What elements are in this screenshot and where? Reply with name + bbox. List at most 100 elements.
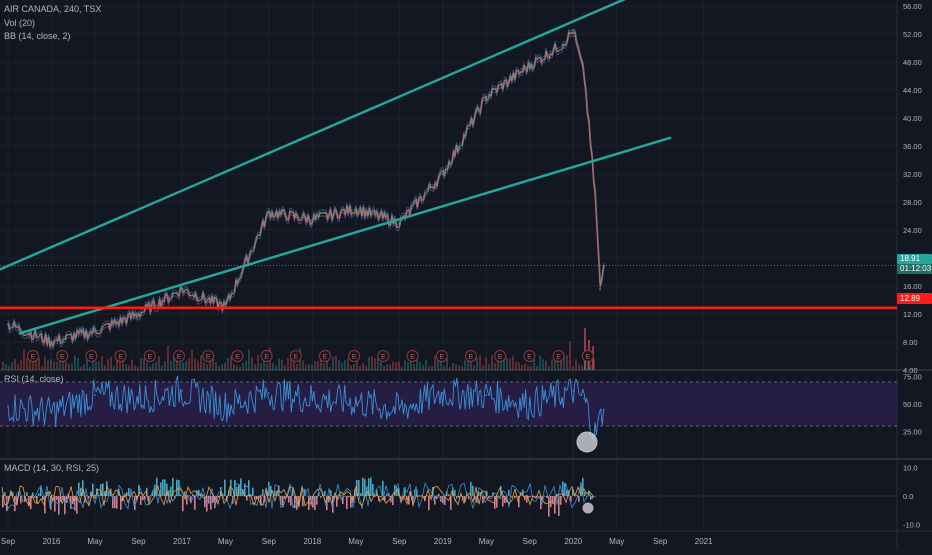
macd-histogram-bar — [578, 496, 580, 502]
volume-bar — [113, 366, 115, 370]
earnings-marker[interactable]: E — [523, 350, 536, 362]
macd-histogram-bar — [38, 493, 40, 496]
earnings-marker[interactable]: E — [465, 350, 477, 362]
earnings-marker[interactable]: E — [260, 350, 273, 362]
earnings-circle[interactable] — [85, 350, 98, 362]
earnings-marker[interactable]: E — [231, 350, 244, 362]
volume-bar — [197, 360, 199, 370]
upper-trendline[interactable] — [0, 0, 649, 271]
volume-bar — [17, 364, 19, 370]
earnings-circle[interactable] — [552, 350, 565, 362]
earnings-circle[interactable] — [435, 350, 448, 362]
macd-histogram-bar — [270, 485, 272, 496]
macd-histogram-bar — [282, 496, 284, 508]
volume-legend[interactable]: Vol (20) — [4, 18, 36, 28]
volume-bar — [500, 358, 502, 370]
earnings-marker[interactable]: E — [27, 350, 39, 362]
macd-histogram-bar — [148, 496, 150, 502]
earnings-marker[interactable]: E — [319, 350, 331, 362]
price-line[interactable] — [7, 30, 605, 349]
time-axis-label: 2021 — [695, 537, 713, 546]
earnings-circle[interactable] — [289, 350, 302, 362]
bollinger-legend[interactable]: BB (14, close, 2) — [4, 31, 71, 41]
price-series[interactable] — [7, 28, 605, 351]
volume-bar — [143, 358, 145, 370]
earnings-circle[interactable] — [27, 350, 39, 362]
macd-histogram-bar — [582, 477, 584, 496]
volume-bar — [230, 356, 232, 370]
earnings-marker[interactable]: E — [348, 350, 361, 362]
macd-highlight-circle[interactable] — [582, 502, 594, 514]
earnings-marker[interactable]: E — [494, 350, 507, 362]
earnings-circle[interactable] — [494, 350, 507, 362]
earnings-circle[interactable] — [114, 350, 127, 362]
earnings-circle[interactable] — [319, 350, 331, 362]
volume-bar — [248, 349, 250, 370]
macd-histogram-bar — [88, 496, 90, 499]
rsi-highlight-circle[interactable] — [576, 431, 598, 453]
earnings-circle[interactable] — [523, 350, 536, 362]
earnings-circle[interactable] — [143, 350, 156, 362]
earnings-marker[interactable]: E — [85, 350, 98, 362]
earnings-marker[interactable]: E — [114, 350, 127, 362]
earnings-marker[interactable]: E — [435, 350, 448, 362]
rsi-line[interactable] — [7, 375, 605, 442]
macd-line[interactable] — [1, 482, 594, 510]
macd-histogram-bar — [408, 496, 410, 505]
rsi-pane[interactable] — [0, 375, 897, 453]
macd-pane[interactable] — [0, 477, 897, 517]
earnings-circle[interactable] — [348, 350, 361, 362]
time-axis-label: 2016 — [43, 537, 61, 546]
volume-bar — [440, 359, 442, 370]
macd-histogram-bar — [554, 496, 556, 514]
earnings-circle[interactable] — [581, 350, 594, 362]
macd-histogram-bar — [210, 496, 212, 510]
macd-histogram-bar — [368, 478, 370, 496]
lower-trendline[interactable] — [18, 136, 672, 335]
macd-signal-line[interactable] — [1, 484, 594, 508]
earnings-marker[interactable]: E — [173, 350, 185, 362]
volume-bar — [203, 362, 205, 370]
earnings-circle[interactable] — [173, 350, 185, 362]
rsi-legend[interactable]: RSI (14, close) — [4, 374, 64, 384]
volume-bar — [140, 358, 142, 370]
volume-bar — [518, 362, 520, 370]
drawings[interactable] — [0, 0, 897, 335]
earnings-circle[interactable] — [202, 350, 215, 362]
macd-histogram-bar — [40, 487, 42, 496]
earnings-circle[interactable] — [231, 350, 244, 362]
earnings-marker[interactable]: E — [289, 350, 302, 362]
earnings-circle[interactable] — [406, 350, 419, 362]
earnings-marker[interactable]: E — [56, 350, 69, 362]
earnings-label: E — [206, 354, 211, 361]
macd-histogram-bar — [30, 496, 32, 510]
macd-histogram-bar — [404, 487, 406, 496]
macd-legend[interactable]: MACD (14, 30, RSI, 25) — [4, 463, 100, 473]
macd-histogram-bar — [330, 490, 332, 496]
macd-histogram-bar — [114, 496, 116, 509]
earnings-circle[interactable] — [56, 350, 69, 362]
earnings-label: E — [527, 354, 532, 361]
earnings-marker[interactable]: E — [143, 350, 156, 362]
macd-histogram-bar — [518, 496, 520, 508]
macd-histogram-bar — [26, 492, 28, 496]
volume-bar — [38, 357, 40, 370]
earnings-marker[interactable]: E — [552, 350, 565, 362]
earnings-label: E — [31, 354, 36, 361]
earnings-marker[interactable]: E — [581, 350, 594, 362]
earnings-marker[interactable]: E — [377, 350, 390, 362]
earnings-circle[interactable] — [465, 350, 477, 362]
volume-bar — [422, 364, 424, 370]
volume-bar — [122, 361, 124, 370]
earnings-circle[interactable] — [260, 350, 273, 362]
macd-histogram-bar — [442, 496, 444, 503]
earnings-circle[interactable] — [377, 350, 390, 362]
symbol-legend[interactable]: AIR CANADA, 240, TSX — [4, 4, 102, 14]
volume-bar — [239, 366, 241, 370]
earnings-marker[interactable]: E — [406, 350, 419, 362]
earnings-marker[interactable]: E — [202, 350, 215, 362]
